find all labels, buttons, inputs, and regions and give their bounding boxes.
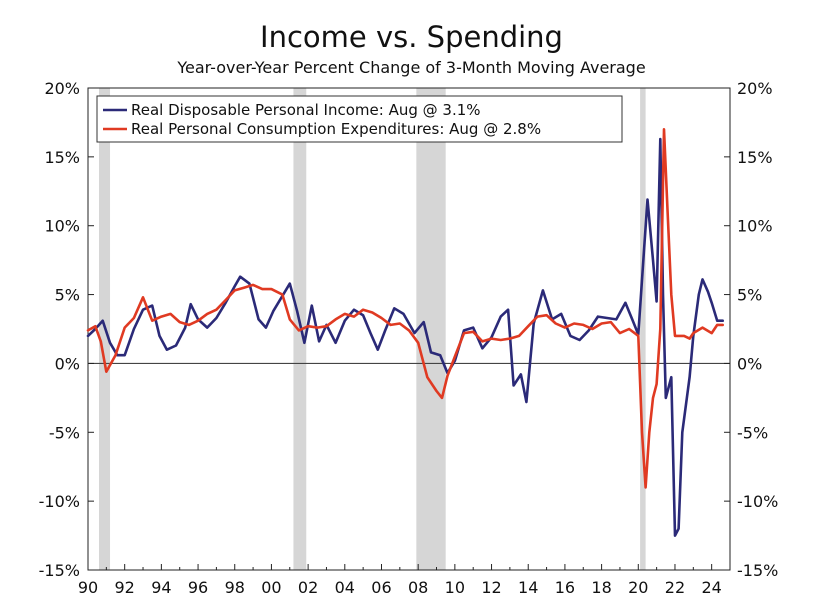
y-tick-left-label: 20% bbox=[44, 79, 80, 98]
x-axis: 90 92 94 96 98 00 02 04 06 08 10 12 14 16 18 20 22 24 bbox=[78, 564, 722, 597]
x-tick-label: 24 bbox=[701, 578, 721, 597]
y-axis-left: 20% 15% 10% 5% 0% -5% -10% -15% bbox=[39, 79, 94, 580]
y-tick-right-label: -10% bbox=[737, 492, 778, 511]
x-tick-label: 12 bbox=[481, 578, 501, 597]
y-tick-left-label: -5% bbox=[49, 423, 80, 442]
x-tick-label: 04 bbox=[335, 578, 355, 597]
x-tick-label: 18 bbox=[591, 578, 611, 597]
y-tick-left-label: 5% bbox=[55, 286, 80, 305]
legend-label-1: Real Personal Consumption Expenditures: … bbox=[131, 120, 541, 138]
x-tick-label: 08 bbox=[408, 578, 428, 597]
legend-box bbox=[96, 95, 623, 143]
x-tick-label: 94 bbox=[151, 578, 171, 597]
chart-subtitle: Year-over-Year Percent Change of 3-Month… bbox=[177, 58, 646, 77]
y-tick-right-label: -5% bbox=[737, 423, 768, 442]
series-lines bbox=[86, 128, 724, 537]
y-tick-left-label: 10% bbox=[44, 217, 80, 236]
series-line-income bbox=[86, 137, 724, 537]
x-tick-label: 20 bbox=[628, 578, 648, 597]
legend: Real Disposable Personal Income: Aug @ 3… bbox=[96, 95, 623, 143]
y-tick-left-label: -15% bbox=[39, 561, 80, 580]
y-tick-right-label: -15% bbox=[737, 561, 778, 580]
x-tick-label: 02 bbox=[298, 578, 318, 597]
y-tick-left-label: -10% bbox=[39, 492, 80, 511]
x-tick-label: 22 bbox=[665, 578, 685, 597]
x-tick-label: 92 bbox=[115, 578, 135, 597]
x-tick-label: 90 bbox=[78, 578, 98, 597]
y-tick-left-label: 0% bbox=[55, 354, 80, 373]
y-tick-right-label: 20% bbox=[737, 79, 773, 98]
series-line-spending bbox=[86, 128, 724, 489]
y-tick-right-label: 15% bbox=[737, 148, 773, 167]
y-tick-left-label: 15% bbox=[44, 148, 80, 167]
y-tick-right-label: 0% bbox=[737, 354, 762, 373]
recession-band-3 bbox=[640, 88, 646, 570]
x-tick-label: 10 bbox=[445, 578, 465, 597]
y-tick-right-label: 10% bbox=[737, 217, 773, 236]
x-tick-label: 96 bbox=[188, 578, 208, 597]
x-tick-label: 00 bbox=[261, 578, 281, 597]
x-tick-label: 14 bbox=[518, 578, 538, 597]
y-axis-right: 20% 15% 10% 5% 0% -5% -10% -15% bbox=[724, 79, 778, 580]
legend-label-0: Real Disposable Personal Income: Aug @ 3… bbox=[131, 101, 481, 119]
y-tick-right-label: 5% bbox=[737, 286, 762, 305]
x-tick-label: 16 bbox=[555, 578, 575, 597]
x-tick-label: 98 bbox=[225, 578, 245, 597]
x-tick-label: 06 bbox=[371, 578, 391, 597]
recession-band-2 bbox=[416, 88, 446, 570]
chart-title: Income vs. Spending bbox=[260, 20, 563, 54]
recession-bands bbox=[99, 88, 646, 570]
